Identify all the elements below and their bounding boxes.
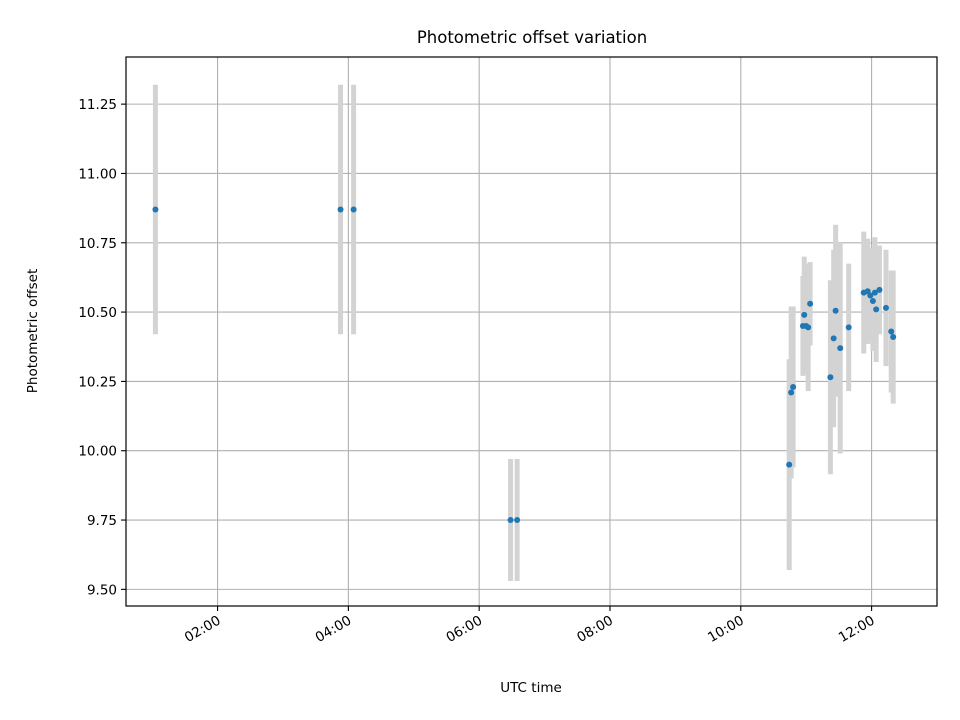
data-point (830, 335, 837, 342)
y-axis-label: Photometric offset (25, 269, 41, 393)
data-point (788, 389, 795, 396)
y-axis-ticks: 9.50 9.75 10.00 10.25 10.50 10.75 11.00 11.25 (78, 97, 126, 598)
data-point (837, 345, 844, 352)
y-tick-label: 9.75 (87, 513, 117, 529)
data-point (869, 298, 876, 304)
data-point (882, 304, 889, 311)
data-point (832, 307, 839, 314)
data-points (152, 206, 897, 524)
data-point (507, 517, 514, 524)
y-tick-label: 11.00 (78, 166, 117, 182)
y-tick-label: 10.50 (78, 305, 117, 321)
y-tick-label: 10.75 (78, 236, 117, 252)
y-tick-label: 11.25 (78, 97, 117, 113)
data-point (350, 206, 357, 213)
data-point (801, 311, 808, 318)
data-point (786, 461, 793, 468)
data-point (888, 328, 895, 335)
data-point (337, 206, 344, 213)
data-point (790, 383, 797, 390)
plot-frame (125, 56, 938, 607)
data-point (871, 289, 878, 296)
data-point (805, 324, 812, 331)
data-point (873, 306, 880, 313)
data-point (876, 286, 883, 293)
y-tick-label: 10.25 (78, 374, 117, 390)
data-point (807, 300, 814, 307)
data-point (827, 374, 834, 381)
y-tick-label: 10.00 (78, 444, 117, 460)
data-point (867, 292, 874, 299)
x-axis-label: UTC time (500, 680, 562, 696)
data-point (152, 206, 159, 213)
data-point (845, 324, 852, 331)
data-point (514, 517, 521, 524)
data-point (890, 334, 897, 341)
chart-title: Photometric offset variation (417, 28, 647, 47)
y-tick-label: 9.50 (87, 582, 117, 598)
